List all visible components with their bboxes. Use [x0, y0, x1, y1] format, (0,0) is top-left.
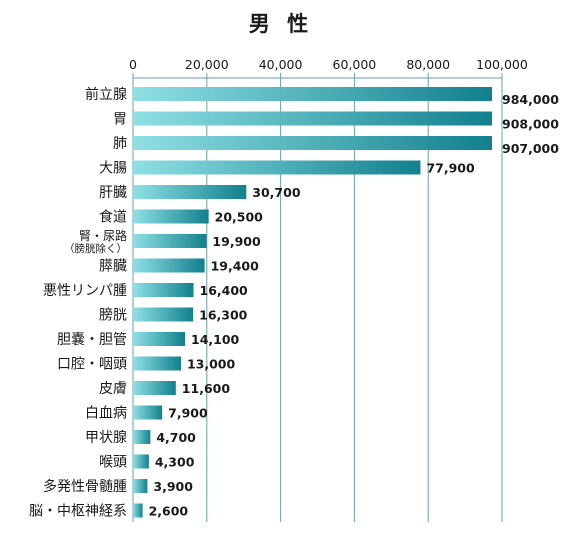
value-label: 19,400 — [211, 259, 260, 274]
value-label: 4,300 — [155, 455, 195, 470]
value-label: 4,700 — [156, 430, 196, 445]
bar — [133, 405, 163, 420]
category-label: 腎・尿路 — [79, 228, 127, 243]
chart-title: 男 性 — [248, 12, 314, 36]
value-label: 30,700 — [252, 185, 301, 200]
bar — [133, 160, 421, 175]
value-label: 19,900 — [212, 234, 261, 249]
bar — [133, 283, 194, 297]
bar — [133, 307, 194, 322]
category-label: 悪性リンパ腫 — [43, 283, 127, 299]
bar — [133, 111, 492, 126]
category-label-sub: （膀胱除く） — [64, 242, 127, 255]
value-label: 16,400 — [200, 283, 249, 298]
bar — [133, 209, 209, 224]
category-label: 前立腺 — [85, 86, 127, 103]
x-tick-label: 20,000 — [185, 57, 229, 72]
x-tick-label: 100,000 — [476, 57, 528, 72]
value-label: 3,900 — [153, 479, 193, 494]
value-label: 77,900 — [426, 161, 475, 176]
bar — [133, 381, 176, 395]
category-label: 大腸 — [99, 161, 127, 177]
bar — [133, 356, 181, 371]
bar — [133, 87, 492, 101]
value-label: 11,600 — [182, 381, 231, 396]
bar — [133, 136, 492, 150]
x-tick-label: 60,000 — [333, 57, 377, 72]
category-label: 多発性骨髄腫 — [43, 478, 127, 495]
x-tick-label: 40,000 — [259, 57, 303, 72]
value-label: 16,300 — [199, 308, 248, 323]
value-label: 20,500 — [215, 210, 264, 225]
category-label: 膵臓 — [99, 259, 127, 275]
value-label: 2,600 — [149, 504, 189, 519]
bar — [133, 234, 207, 248]
category-label: 白血病 — [85, 406, 127, 422]
bar — [133, 332, 186, 346]
x-tick-label: 80,000 — [406, 57, 450, 72]
value-label: 13,000 — [187, 357, 236, 372]
bar — [133, 454, 149, 469]
value-label: 907,000 — [502, 141, 559, 156]
category-label: 膀胱 — [99, 307, 127, 324]
category-label: 肺 — [113, 136, 127, 152]
bar — [133, 479, 148, 493]
value-label: 984,000 — [502, 92, 559, 107]
category-label: 肝臓 — [99, 185, 127, 201]
category-label: 甲状腺 — [85, 430, 127, 446]
category-label: 喉頭 — [99, 455, 127, 471]
bar — [133, 185, 247, 199]
value-label: 908,000 — [502, 117, 559, 132]
category-label: 口腔・咽頭 — [57, 357, 127, 373]
value-label: 7,900 — [168, 406, 208, 421]
bar — [133, 503, 143, 518]
value-label: 14,100 — [191, 332, 240, 347]
category-label: 皮膚 — [99, 381, 127, 397]
x-tick-label: 0 — [129, 57, 137, 72]
category-label: 胃 — [113, 112, 127, 128]
category-label: 脳・中枢神経系 — [29, 504, 127, 520]
category-label: 食道 — [99, 209, 127, 226]
bar — [133, 430, 151, 444]
category-label: 胆嚢・胆管 — [57, 332, 127, 348]
bar — [133, 258, 205, 273]
